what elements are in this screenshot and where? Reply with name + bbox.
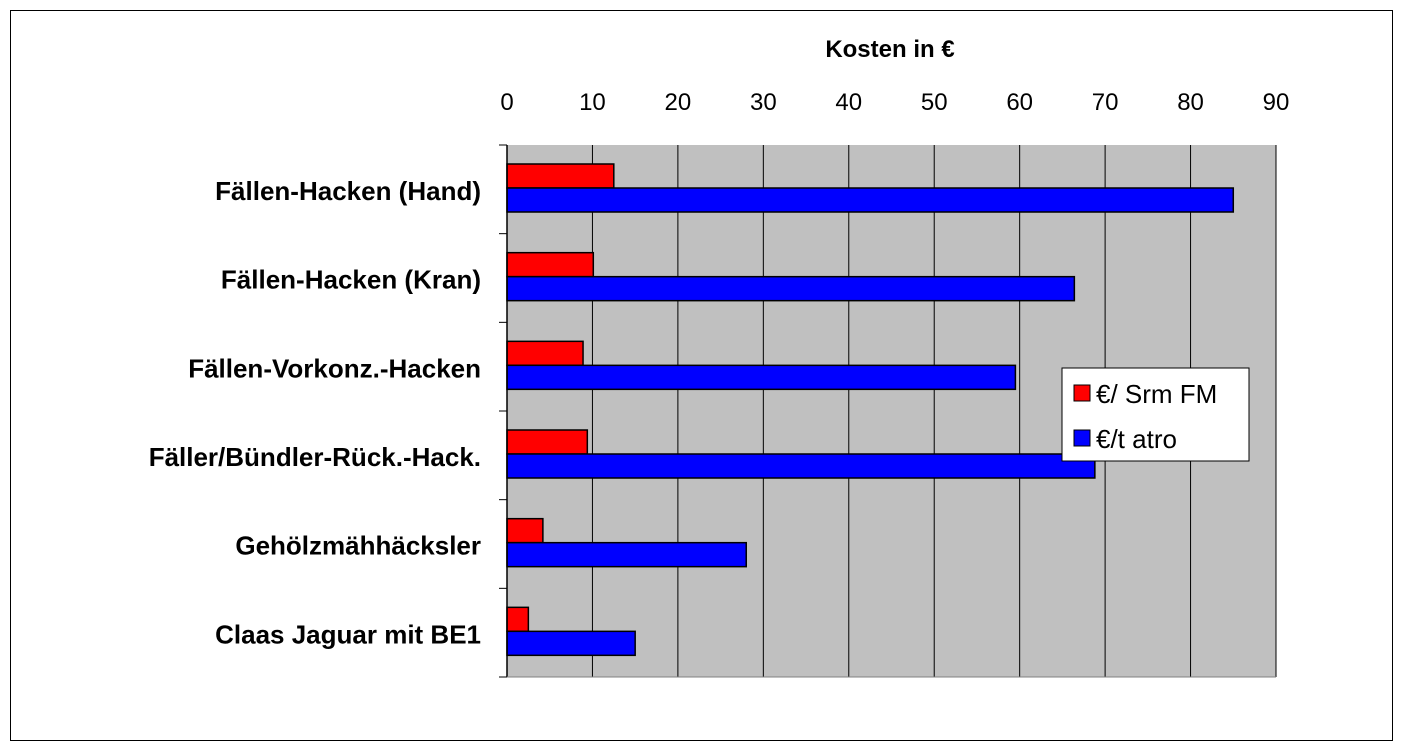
bar-t-atro [506,187,1235,213]
x-tick-label: 90 [1263,89,1290,116]
x-tick-label: 50 [921,89,948,116]
legend-label: €/ Srm FM [1096,379,1217,409]
category-label: Fällen-Vorkonz.-Hacken [188,353,481,383]
x-tick-label: 20 [665,89,692,116]
bar-srm-fm [506,340,584,367]
bar-t-atro [506,453,1096,479]
axis-title: Kosten in € [825,36,954,63]
bar-srm-fm [506,163,615,189]
bars [506,163,1235,657]
x-tick-label: 70 [1092,89,1119,116]
bar-t-atro [506,275,1076,302]
category-label: Fällen-Hacken (Hand) [215,176,481,206]
x-tick-label: 40 [835,89,862,116]
x-tick-label: 10 [579,89,606,116]
axes [499,144,1276,678]
bar-t-atro [506,541,747,568]
bar-srm-fm [506,429,589,455]
x-tick-label: 80 [1177,89,1204,116]
bar-t-atro [506,364,1017,391]
x-tick-label: 0 [500,89,513,116]
x-tick-label: 30 [750,89,777,116]
category-labels: Fällen-Hacken (Hand) Fällen-Hacken (Kran)… [149,176,481,649]
x-tick-label: 60 [1006,89,1033,116]
bar-t-atro [506,630,636,657]
category-label: Claas Jaguar mit BE1 [215,619,481,649]
legend-box [1061,367,1250,462]
category-label: Gehölzmähhäcksler [235,531,481,561]
bar-srm-fm [506,251,595,278]
bar-srm-fm [506,517,544,544]
legend-swatch [1073,429,1091,447]
legend-swatch [1073,384,1091,402]
legend: €/ Srm FM €/t atro [1061,367,1250,462]
bar-srm-fm [506,606,530,633]
category-label: Fällen-Hacken (Kran) [221,265,481,295]
category-label: Fäller/Bündler-Rück.-Hack. [149,442,481,472]
legend-label: €/t atro [1096,424,1177,454]
x-tick-labels: 0 10 20 30 40 50 60 70 80 90 [500,89,1289,116]
